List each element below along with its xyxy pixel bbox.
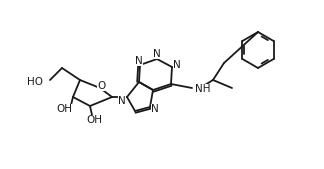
Text: N: N bbox=[118, 96, 126, 106]
Text: OH: OH bbox=[86, 115, 102, 125]
Text: N: N bbox=[151, 104, 159, 114]
Text: N: N bbox=[173, 60, 181, 70]
Text: N: N bbox=[135, 56, 143, 66]
Text: NH: NH bbox=[195, 84, 211, 94]
Text: OH: OH bbox=[56, 104, 72, 114]
Text: N: N bbox=[153, 49, 161, 59]
Text: HO: HO bbox=[27, 77, 43, 87]
Text: O: O bbox=[97, 81, 105, 91]
